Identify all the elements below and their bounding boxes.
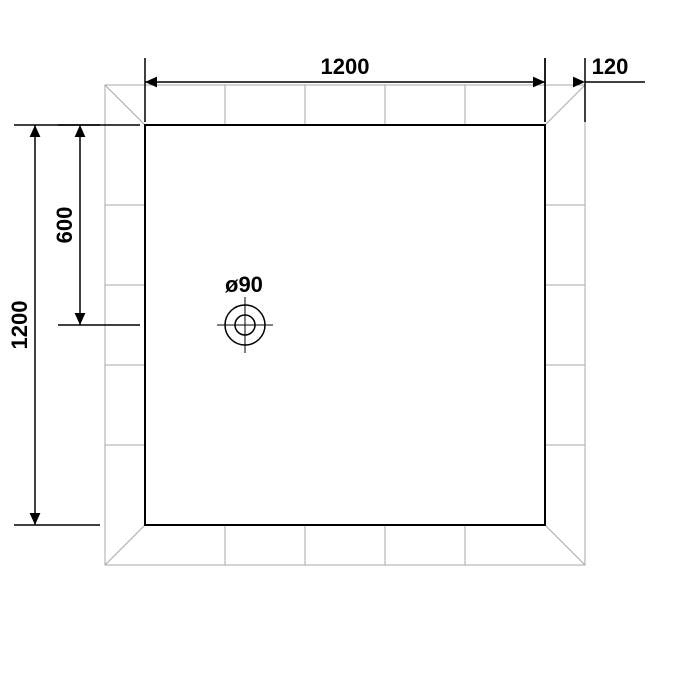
dim-top-width: 1200 bbox=[321, 54, 370, 79]
dim-left-height: 1200 bbox=[7, 301, 32, 350]
shower-tray-outline bbox=[145, 125, 545, 525]
dim-drain-diameter: ø90 bbox=[225, 272, 263, 297]
dim-left-half: 600 bbox=[52, 207, 77, 244]
dim-top-edge: 120 bbox=[592, 54, 629, 79]
technical-drawing: 1200 120 1200 600 ø90 bbox=[0, 0, 675, 675]
